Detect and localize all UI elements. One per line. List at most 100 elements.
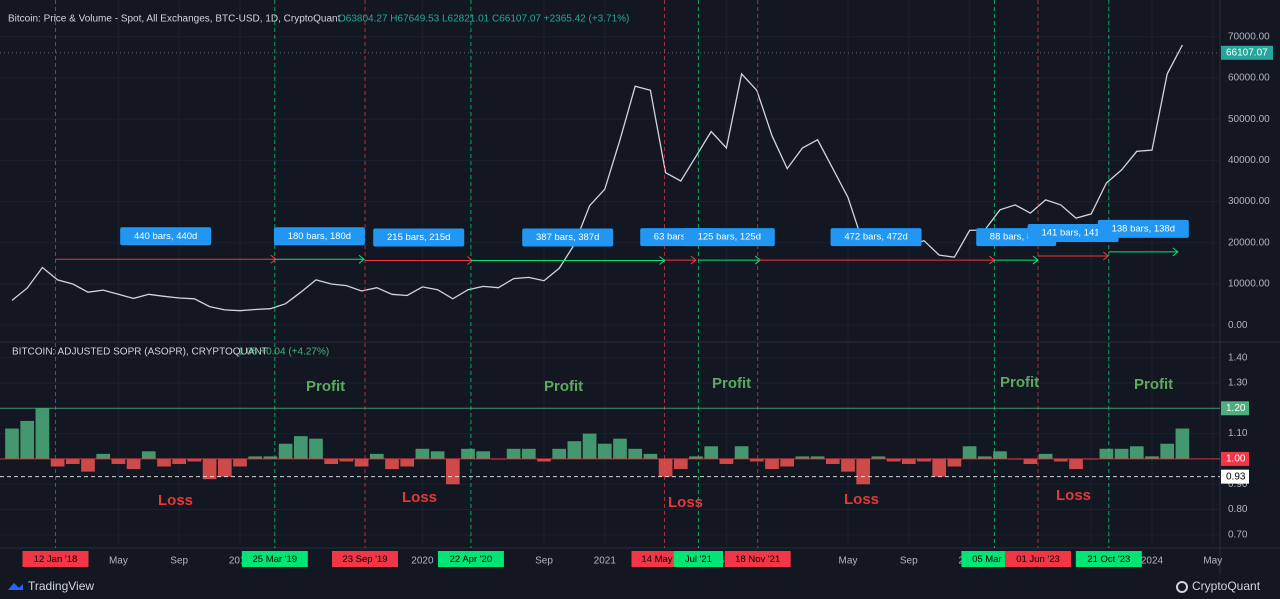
footer-right[interactable]: CryptoQuant	[1192, 579, 1261, 593]
asopr-bar	[506, 448, 521, 459]
asopr-bar	[1145, 456, 1159, 459]
ohlc: O63804.27 H67649.53 L62821.01 C66107.07 …	[338, 14, 629, 25]
asopr-bar	[947, 458, 962, 467]
asopr-bar	[126, 458, 141, 470]
event-box	[1075, 551, 1142, 567]
asopr-bar	[354, 458, 369, 467]
asopr-bar	[309, 438, 323, 459]
asopr-bar	[673, 458, 688, 470]
y-tick-label: 50000.00	[1228, 114, 1270, 125]
asopr-bar	[628, 448, 643, 459]
annotation: Profit	[544, 378, 583, 395]
asopr-bar	[749, 458, 764, 462]
range-arrow	[1172, 247, 1179, 257]
range-box	[120, 227, 212, 246]
range-box	[522, 228, 614, 247]
level-label: 1.00	[1226, 454, 1246, 465]
footer-left[interactable]: TradingView	[28, 579, 94, 593]
asopr-bar	[385, 458, 399, 470]
x-tick-label: 2021	[594, 556, 617, 567]
event-label: 14 May '21	[641, 554, 687, 565]
event-label: 22 Apr '20	[450, 554, 493, 565]
asopr-bar	[977, 456, 992, 459]
annotation: Loss	[1056, 487, 1091, 504]
x-tick-label: Sep	[535, 556, 553, 567]
last-price-label: 66107.07	[1226, 47, 1268, 58]
asopr-bar	[1175, 428, 1190, 459]
asopr-bar	[293, 436, 308, 459]
annotation: Loss	[668, 494, 703, 511]
y-tick-label: 0.00	[1228, 320, 1248, 331]
footer-bg	[0, 575, 1280, 599]
annotation: Profit	[1000, 374, 1039, 391]
range-box	[683, 228, 775, 247]
asopr-bar	[917, 458, 931, 462]
asopr-bar	[1053, 458, 1068, 462]
asopr-title: BITCOIN: ADJUSTED SOPR (ASOPR), CRYPTOQU…	[12, 347, 268, 358]
event-label: 12 Jan '18	[34, 554, 78, 565]
annotation: Profit	[1134, 376, 1173, 393]
event-box	[332, 551, 398, 567]
asopr-bar	[141, 451, 156, 459]
asopr-bar	[263, 456, 278, 459]
asopr-bar	[65, 458, 80, 464]
range-label: 88 bars, 88d	[990, 232, 1043, 243]
event-box	[1005, 551, 1071, 567]
event-box	[241, 551, 308, 567]
level-label: 1.20	[1226, 403, 1246, 414]
asopr-bar	[233, 458, 247, 467]
asopr-status: 1.05 +0.04 (+4.27%)	[238, 347, 329, 358]
annotation: Loss	[844, 491, 879, 508]
asopr-bar	[658, 458, 673, 477]
range-label: 125 bars, 125d	[698, 232, 761, 243]
asopr-bar	[461, 448, 475, 459]
event-box	[724, 551, 791, 567]
marks	[0, 0, 1220, 548]
event-label: 18 Nov '21	[735, 554, 780, 565]
asopr-bar	[476, 451, 491, 459]
asopr-bar	[552, 448, 567, 459]
asopr-bar	[20, 420, 35, 459]
range-box	[1097, 219, 1189, 238]
level-label: 0.93	[1226, 471, 1246, 482]
asopr-bar	[871, 456, 886, 459]
asopr-bar	[795, 456, 810, 459]
y-tick-label: 1.30	[1228, 378, 1248, 389]
asopr-bar	[582, 433, 597, 459]
asopr-bar	[901, 458, 916, 464]
range-label: 138 bars, 138d	[1112, 223, 1175, 234]
asopr-bar	[111, 458, 126, 464]
y-tick-label: 0.70	[1228, 530, 1248, 541]
asopr-bar	[643, 453, 658, 459]
x-tick-label: May	[1203, 556, 1222, 567]
y-tick-label: 60000.00	[1228, 73, 1270, 84]
asopr-bar	[1099, 448, 1114, 459]
asopr-bar	[339, 458, 354, 462]
annotations: Profit Profit Profit Profit Profit Loss …	[158, 374, 1173, 511]
asopr-bar	[202, 458, 217, 480]
asopr-bar	[780, 458, 795, 467]
asopr-bar	[415, 448, 430, 459]
asopr-bar	[932, 458, 947, 477]
cq-logo	[1176, 581, 1188, 593]
range-label: 215 bars, 215d	[387, 232, 450, 243]
asopr-bar	[567, 441, 582, 459]
level-box	[1221, 401, 1249, 416]
x-tick-label: Sep	[170, 556, 188, 567]
asopr-bar	[1129, 446, 1144, 459]
asopr-bar	[217, 458, 232, 477]
x-tick-label: 2024	[1141, 556, 1164, 567]
price-line	[11, 44, 1183, 312]
event-label: 01 Jun '23	[1016, 554, 1060, 565]
asopr-bar	[521, 448, 536, 459]
range-box	[1027, 223, 1119, 242]
level-box	[1221, 451, 1249, 466]
asopr-bar	[248, 456, 263, 459]
y-tick-label: 20000.00	[1228, 237, 1270, 248]
range-label: 440 bars, 440d	[134, 231, 197, 242]
event-label: 25 Mar '19	[253, 554, 298, 565]
asopr-bar	[1023, 458, 1038, 464]
range-label: 141 bars, 141d	[1041, 227, 1104, 238]
